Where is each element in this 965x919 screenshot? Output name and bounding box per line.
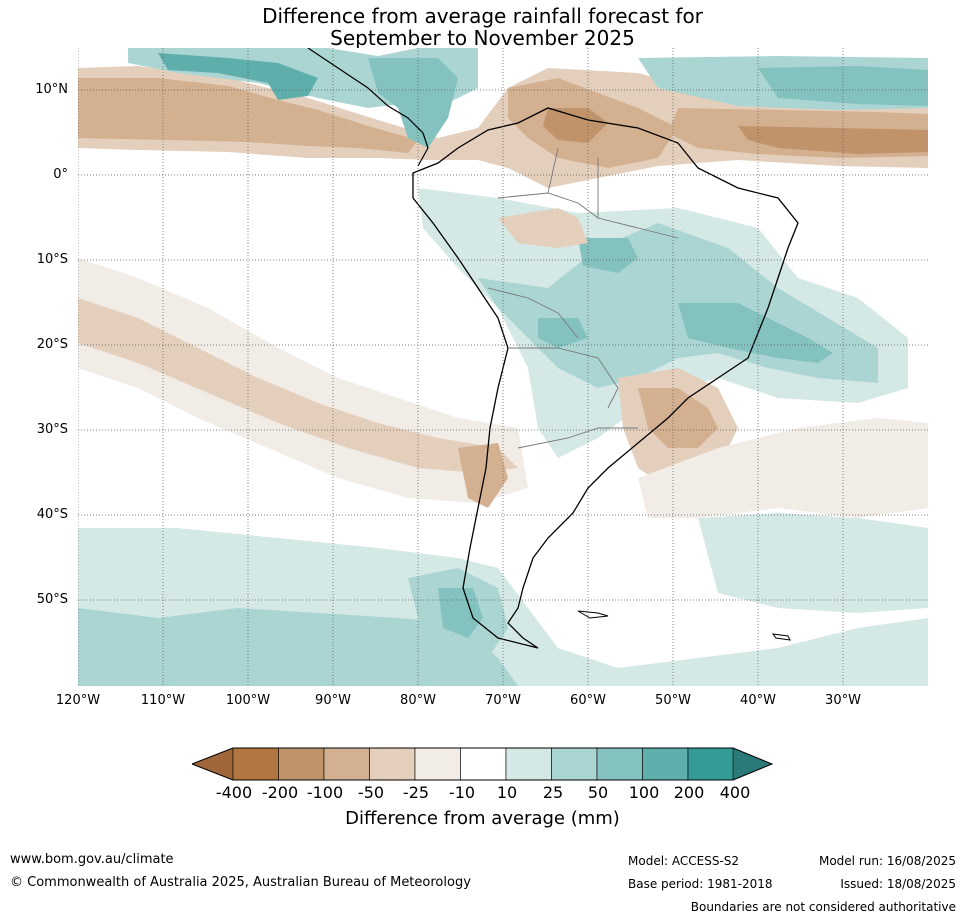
anomaly-region-central-dry-core bbox=[638, 388, 718, 448]
footer-website-link[interactable]: www.bom.gov.au/climate bbox=[10, 852, 174, 867]
footer-model-run: Model run: 16/08/2025 bbox=[818, 854, 956, 868]
lat-label-10s: 10°S bbox=[36, 252, 68, 267]
lon-label-70w: 70°W bbox=[485, 693, 521, 708]
anomaly-region-southern-ocean-wet bbox=[78, 608, 518, 686]
colorbar-swatch bbox=[323, 747, 370, 781]
lon-label-30w: 30°W bbox=[825, 693, 861, 708]
colorbar-label: -25 bbox=[402, 783, 430, 802]
anomaly-region-atlantic-dry-core bbox=[738, 126, 928, 154]
anomaly-region-south-atlantic-wet bbox=[698, 513, 928, 613]
anomaly-region-south-atlantic-dry bbox=[638, 418, 928, 518]
lat-label-50s: 50°S bbox=[36, 592, 68, 607]
colorbar-swatch bbox=[369, 747, 416, 781]
lat-label-0: 0° bbox=[53, 167, 68, 182]
rainfall-anomaly-map bbox=[78, 48, 928, 686]
lon-label-100w: 100°W bbox=[225, 693, 271, 708]
colorbar-swatch-extend-low bbox=[192, 747, 234, 781]
colorbar-label: -100 bbox=[306, 783, 344, 802]
colorbar-swatch bbox=[642, 747, 689, 781]
map-title-line2: September to November 2025 bbox=[330, 26, 635, 50]
map-title-line1: Difference from average rainfall forecas… bbox=[262, 4, 703, 28]
lat-label-20s: 20°S bbox=[36, 337, 68, 352]
colorbar-swatch-extend-high bbox=[732, 747, 773, 781]
footer-copyright: © Commonwealth of Australia 2025, Austra… bbox=[10, 875, 471, 890]
colorbar-swatch bbox=[460, 747, 507, 781]
lon-label-80w: 80°W bbox=[400, 693, 436, 708]
south-america-coastline bbox=[412, 107, 799, 649]
anomaly-region-brazil-wet-core bbox=[538, 238, 833, 363]
anomaly-region-chile-dry-core bbox=[458, 443, 508, 508]
colorbar-swatch bbox=[687, 747, 734, 781]
colorbar-label: 100 bbox=[628, 783, 660, 802]
lat-label-10n: 10°N bbox=[35, 82, 68, 97]
lon-label-50w: 50°W bbox=[655, 693, 691, 708]
falkland-islands bbox=[577, 610, 609, 619]
colorbar-label: -200 bbox=[261, 783, 299, 802]
footer-model: Model: ACCESS-S2 bbox=[628, 854, 740, 868]
colorbar-label: -10 bbox=[448, 783, 476, 802]
central-america-coastline bbox=[307, 48, 429, 167]
south-georgia-island bbox=[771, 633, 791, 641]
anomaly-region-guiana-dry-core bbox=[543, 108, 608, 143]
colorbar-label: -50 bbox=[357, 783, 385, 802]
colorbar-swatch bbox=[551, 747, 598, 781]
anomaly-region-atlantic-north-wet-core bbox=[758, 66, 928, 106]
colorbar-swatch bbox=[232, 747, 279, 781]
colorbar-label: 400 bbox=[719, 783, 751, 802]
lat-label-30s: 30°S bbox=[36, 422, 68, 437]
colorbar-swatch bbox=[278, 747, 325, 781]
anomaly-region-patagonia-wet-core bbox=[438, 588, 483, 638]
lon-label-120w: 120°W bbox=[55, 693, 101, 708]
anomaly-region-pacific-north-wet-core bbox=[158, 53, 318, 100]
colorbar-label: 50 bbox=[587, 783, 609, 802]
colorbar-label: 200 bbox=[673, 783, 705, 802]
lat-label-40s: 40°S bbox=[36, 507, 68, 522]
colorbar-label: -400 bbox=[215, 783, 253, 802]
map-gridlines bbox=[78, 48, 928, 686]
lon-label-90w: 90°W bbox=[315, 693, 351, 708]
lon-label-110w: 110°W bbox=[140, 693, 186, 708]
footer-issued: Issued: 18/08/2025 bbox=[840, 877, 956, 891]
colorbar-swatch bbox=[414, 747, 461, 781]
lon-label-60w: 60°W bbox=[570, 693, 606, 708]
colorbar-swatch bbox=[505, 747, 552, 781]
footer-disclaimer: Boundaries are not considered authoritat… bbox=[690, 900, 956, 914]
colorbar-title: Difference from average (mm) bbox=[345, 808, 620, 829]
anomaly-region-central-america-wet bbox=[368, 58, 458, 148]
colorbar-label: 10 bbox=[496, 783, 518, 802]
colorbar-swatch bbox=[596, 747, 643, 781]
footer-base-period: Base period: 1981-2018 bbox=[628, 877, 773, 891]
colorbar-outline bbox=[192, 747, 774, 781]
lon-label-40w: 40°W bbox=[740, 693, 776, 708]
colorbar-label: 25 bbox=[542, 783, 564, 802]
colorbar bbox=[192, 747, 774, 781]
